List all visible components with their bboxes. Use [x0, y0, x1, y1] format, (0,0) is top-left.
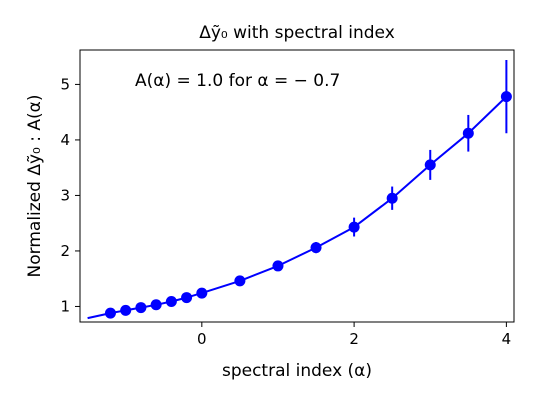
- x-axis-label: spectral index (α): [222, 361, 372, 381]
- plot-content: [87, 59, 512, 320]
- x-tick-label: 4: [502, 330, 512, 348]
- y-tick-label: 5: [60, 75, 70, 93]
- y-tick-label: 4: [60, 131, 70, 149]
- y-axis-label: Normalized Δỹ₀ : A(α): [25, 95, 45, 278]
- y-tick-label: 1: [60, 297, 70, 315]
- plot-frame: [79, 49, 515, 323]
- chart-annotation: A(α) = 1.0 for α = − 0.7: [135, 71, 340, 91]
- chart-title: Δỹ₀ with spectral index: [199, 23, 395, 43]
- x-axis-ticks: 0 2 4: [197, 322, 511, 348]
- y-tick-label: 2: [60, 242, 70, 260]
- x-tick-label: 0: [197, 330, 207, 348]
- fit-curve: [87, 95, 508, 320]
- y-tick-label: 3: [60, 186, 70, 204]
- x-tick-label: 2: [349, 330, 359, 348]
- y-axis-ticks: 1 2 3 4 5: [60, 75, 80, 315]
